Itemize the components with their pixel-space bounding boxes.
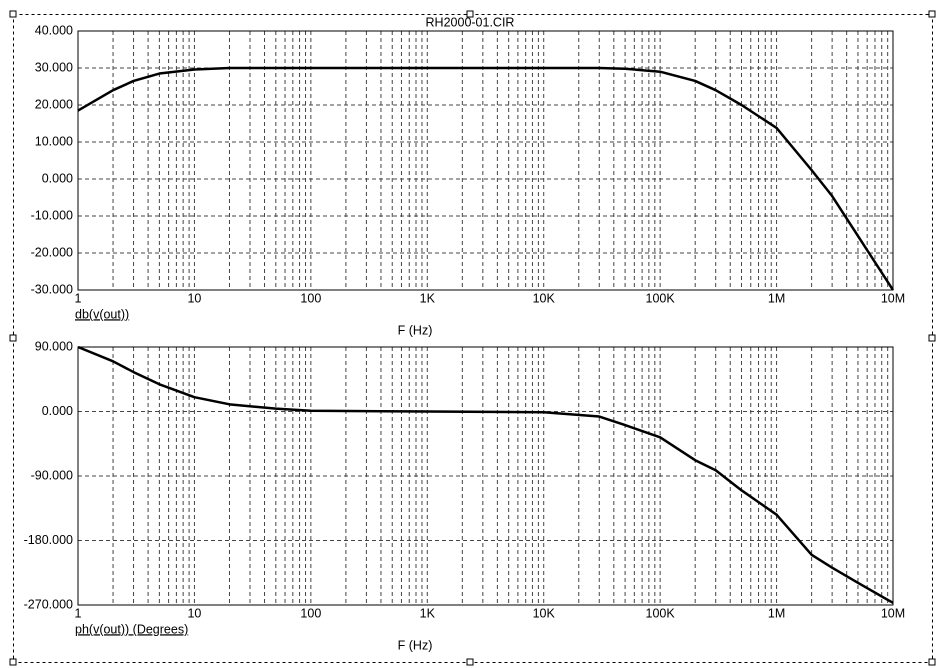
y-tick-label: -30.000 xyxy=(31,282,73,296)
y-tick-label: 0.000 xyxy=(42,171,73,185)
x-tick-label: 10 xyxy=(187,291,201,305)
y-axis-label: db(v(out)) xyxy=(75,307,129,321)
x-tick-label: 100 xyxy=(300,606,321,620)
chart-title: RH2000-01.CIR xyxy=(426,15,515,29)
y-tick-label: -10.000 xyxy=(31,208,73,222)
handles xyxy=(9,10,936,666)
x-tick-label: 10K xyxy=(533,606,556,620)
x-tick-label: 10M xyxy=(881,606,905,620)
plot-frame xyxy=(77,346,894,606)
y-tick-label: -180.000 xyxy=(24,533,73,547)
y-tick-label: -20.000 xyxy=(31,245,73,259)
x-tick-label: 1K xyxy=(420,291,436,305)
x-tick-label: 1 xyxy=(75,291,82,305)
plot-frame xyxy=(77,30,894,291)
y-tick-label: 40.000 xyxy=(35,23,73,37)
y-tick-label: 30.000 xyxy=(35,60,73,74)
x-tick-label: 1 xyxy=(75,606,82,620)
x-tick-label: 100K xyxy=(646,606,676,620)
x-tick-label: 1M xyxy=(768,291,785,305)
x-tick-label: 100 xyxy=(300,291,321,305)
y-tick-label: 20.000 xyxy=(35,97,73,111)
x-tick-label: 10M xyxy=(881,291,905,305)
x-tick-label: 1M xyxy=(768,606,785,620)
y-tick-label: -90.000 xyxy=(31,468,73,482)
y-tick-label: 90.000 xyxy=(35,339,73,353)
x-axis-label: F (Hz) xyxy=(398,323,433,337)
y-tick-label: -270.000 xyxy=(24,597,73,611)
x-tick-label: 10K xyxy=(533,291,556,305)
x-tick-label: 1K xyxy=(420,606,436,620)
frame xyxy=(13,14,933,663)
y-tick-label: 0.000 xyxy=(42,404,73,418)
x-tick-label: 100K xyxy=(646,291,676,305)
data-line xyxy=(77,345,894,604)
x-axis-label: F (Hz) xyxy=(398,638,433,652)
data-line xyxy=(77,66,895,291)
y-tick-label: 10.000 xyxy=(35,134,73,148)
y-axis-label: ph(v(out)) (Degrees) xyxy=(75,622,188,636)
x-tick-label: 10 xyxy=(187,606,201,620)
